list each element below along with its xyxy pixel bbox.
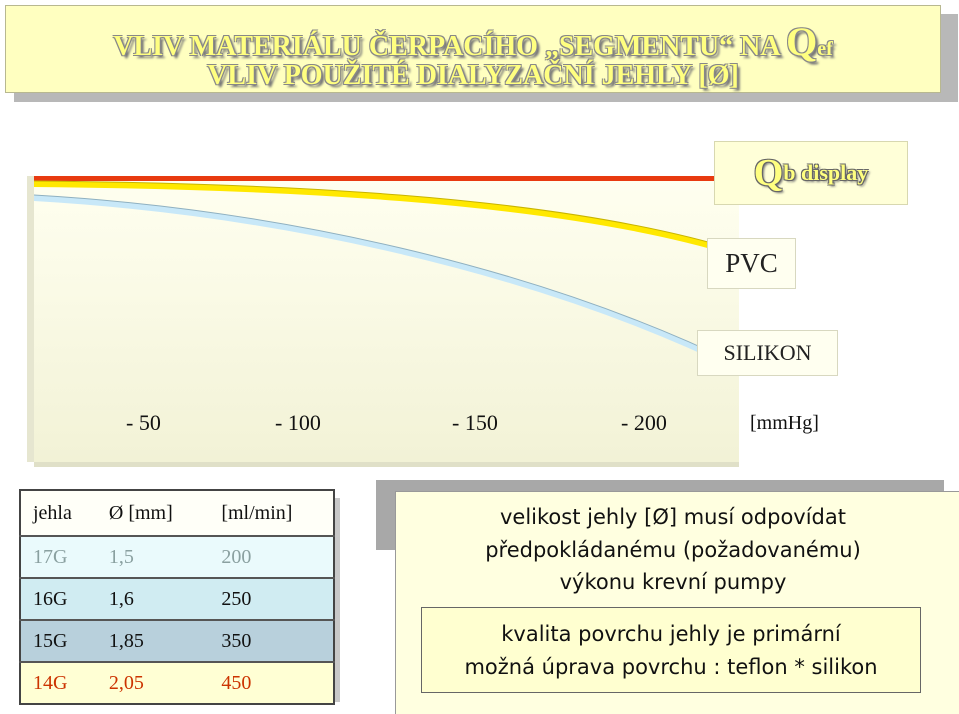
title-banner: VLIV MATERIÁLU ČERPACÍHO „SEGMENTU“ NA Q… — [5, 5, 941, 93]
header-cell: jehla — [20, 490, 97, 536]
table-cell: 14G — [20, 661, 97, 704]
tick-label: - 200 — [621, 410, 667, 435]
info-highlight-box — [421, 607, 921, 693]
qb-q: Q — [753, 152, 784, 194]
tick-label: - 100 — [275, 410, 321, 435]
qb-text: b display — [783, 160, 869, 185]
header-cell: Ø [mm] — [96, 490, 210, 536]
title-line-2: VLIV POUŽITÉ DIALYZAČNÍ JEHLY [Ø] — [207, 60, 739, 91]
info-box-line-1: kvalita povrchu jehly je primární — [501, 622, 841, 646]
table-cell: 1,5 — [96, 535, 210, 578]
table-row: 15G 1,85 350 — [20, 619, 334, 662]
tick-label: - 150 — [452, 410, 498, 435]
silikon-curve-edge — [34, 194, 739, 366]
curves-svg — [34, 176, 739, 371]
title-text-1: VLIV MATERIÁLU ČERPACÍHO „SEGMENTU“ NA — [113, 31, 787, 62]
header-cell: [ml/min] — [209, 490, 334, 536]
needle-table: jehla Ø [mm] [ml/min] 17G 1,5 200 16G 1,… — [19, 489, 335, 705]
pvc-label: PVC — [707, 238, 796, 289]
table-cell: 16G — [20, 577, 97, 620]
table-row: 16G 1,6 250 — [20, 577, 334, 620]
info-line-1: velikost jehly [Ø] musí odpovídat — [500, 505, 846, 529]
table-cell: 350 — [209, 619, 334, 662]
table-cell: 17G — [20, 535, 97, 578]
table-header-row: jehla Ø [mm] [ml/min] — [20, 490, 334, 536]
table-cell: 15G — [20, 619, 97, 662]
pvc-curve-edge — [34, 180, 739, 252]
tick-label: - 50 — [126, 410, 161, 435]
table-row: 14G 2,05 450 — [20, 661, 334, 704]
axis-unit: [mmHg] — [750, 412, 819, 434]
table-cell: 250 — [209, 577, 334, 620]
table-cell: 1,6 — [96, 577, 210, 620]
silikon-label: SILIKON — [697, 330, 838, 376]
table-cell: 2,05 — [96, 661, 210, 704]
table-cell: 1,85 — [96, 619, 210, 662]
pressure-chart — [27, 176, 739, 467]
title-q-sub: ef — [817, 38, 833, 60]
title-line-1: VLIV MATERIÁLU ČERPACÍHO „SEGMENTU“ NA Q… — [6, 18, 940, 65]
silikon-curve — [34, 195, 739, 371]
info-line-2: předpokládanému (požadovanému) — [485, 538, 861, 562]
info-line-3: výkonu krevní pumpy — [559, 570, 787, 594]
table-cell: 450 — [209, 661, 334, 704]
table-cell: 200 — [209, 535, 334, 578]
title-q: Q — [786, 19, 818, 64]
pvc-curve — [34, 181, 739, 257]
info-box-line-2: možná úprava povrchu : teflon * silikon — [464, 655, 878, 679]
table-row: 17G 1,5 200 — [20, 535, 334, 578]
